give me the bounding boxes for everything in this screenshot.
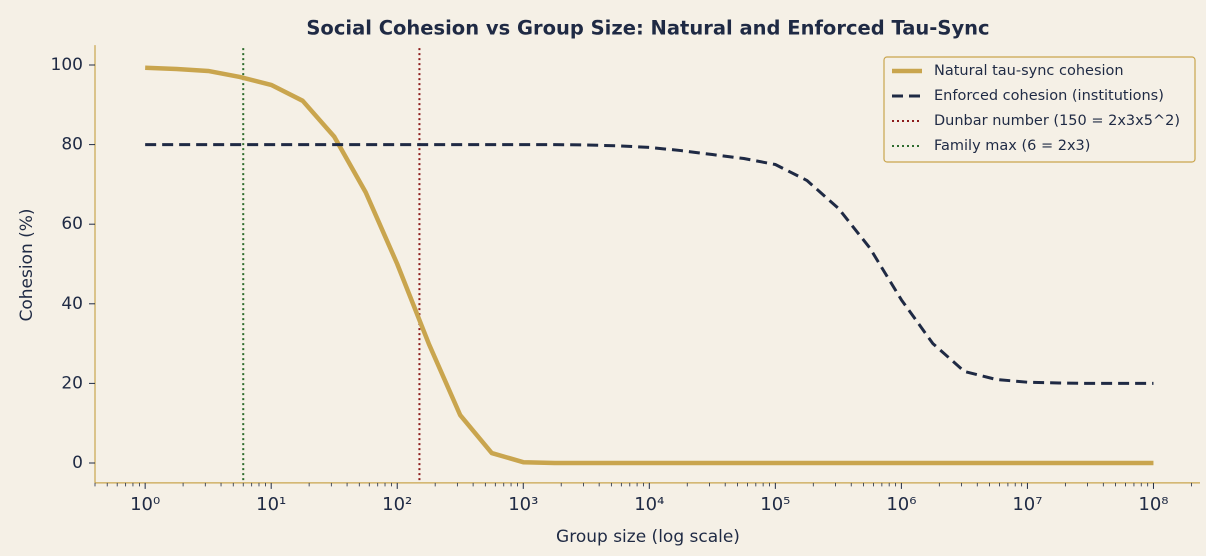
x-tick-label: 10⁷ [1012,494,1042,515]
y-tick-label: 60 [61,214,83,234]
legend-label: Family max (6 = 2x3) [934,138,1090,154]
x-tick-label: 10¹ [256,494,286,515]
x-tick-label: 10² [382,494,412,515]
x-tick-label: 10⁶ [886,494,916,515]
y-tick-label: 20 [61,373,83,393]
x-tick-label: 10³ [508,494,538,515]
x-tick-label: 10⁴ [634,494,664,515]
legend: Natural tau-sync cohesion Enforced cohesi… [883,56,1196,163]
x-tick-label: 10⁸ [1138,494,1168,515]
y-tick-label: 0 [72,453,83,473]
y-tick-label: 80 [61,135,83,155]
x-tick-label: 10⁵ [760,494,790,515]
y-tick-label: 40 [61,294,83,314]
y-axis-label: Cohesion (%) [17,208,37,321]
legend-label: Natural tau-sync cohesion [934,63,1124,79]
y-tick-label: 100 [51,55,83,75]
x-tick-label: 10⁰ [130,494,160,515]
series-line [145,143,1154,385]
legend-box [883,56,1196,163]
chart-title: Social Cohesion vs Group Size: Natural a… [306,17,989,40]
series-line [145,65,1154,466]
legend-label: Enforced cohesion (institutions) [934,88,1164,104]
legend-label: Dunbar number (150 = 2x3x5^2) [934,113,1180,129]
x-axis-label: Group size (log scale) [556,527,740,547]
